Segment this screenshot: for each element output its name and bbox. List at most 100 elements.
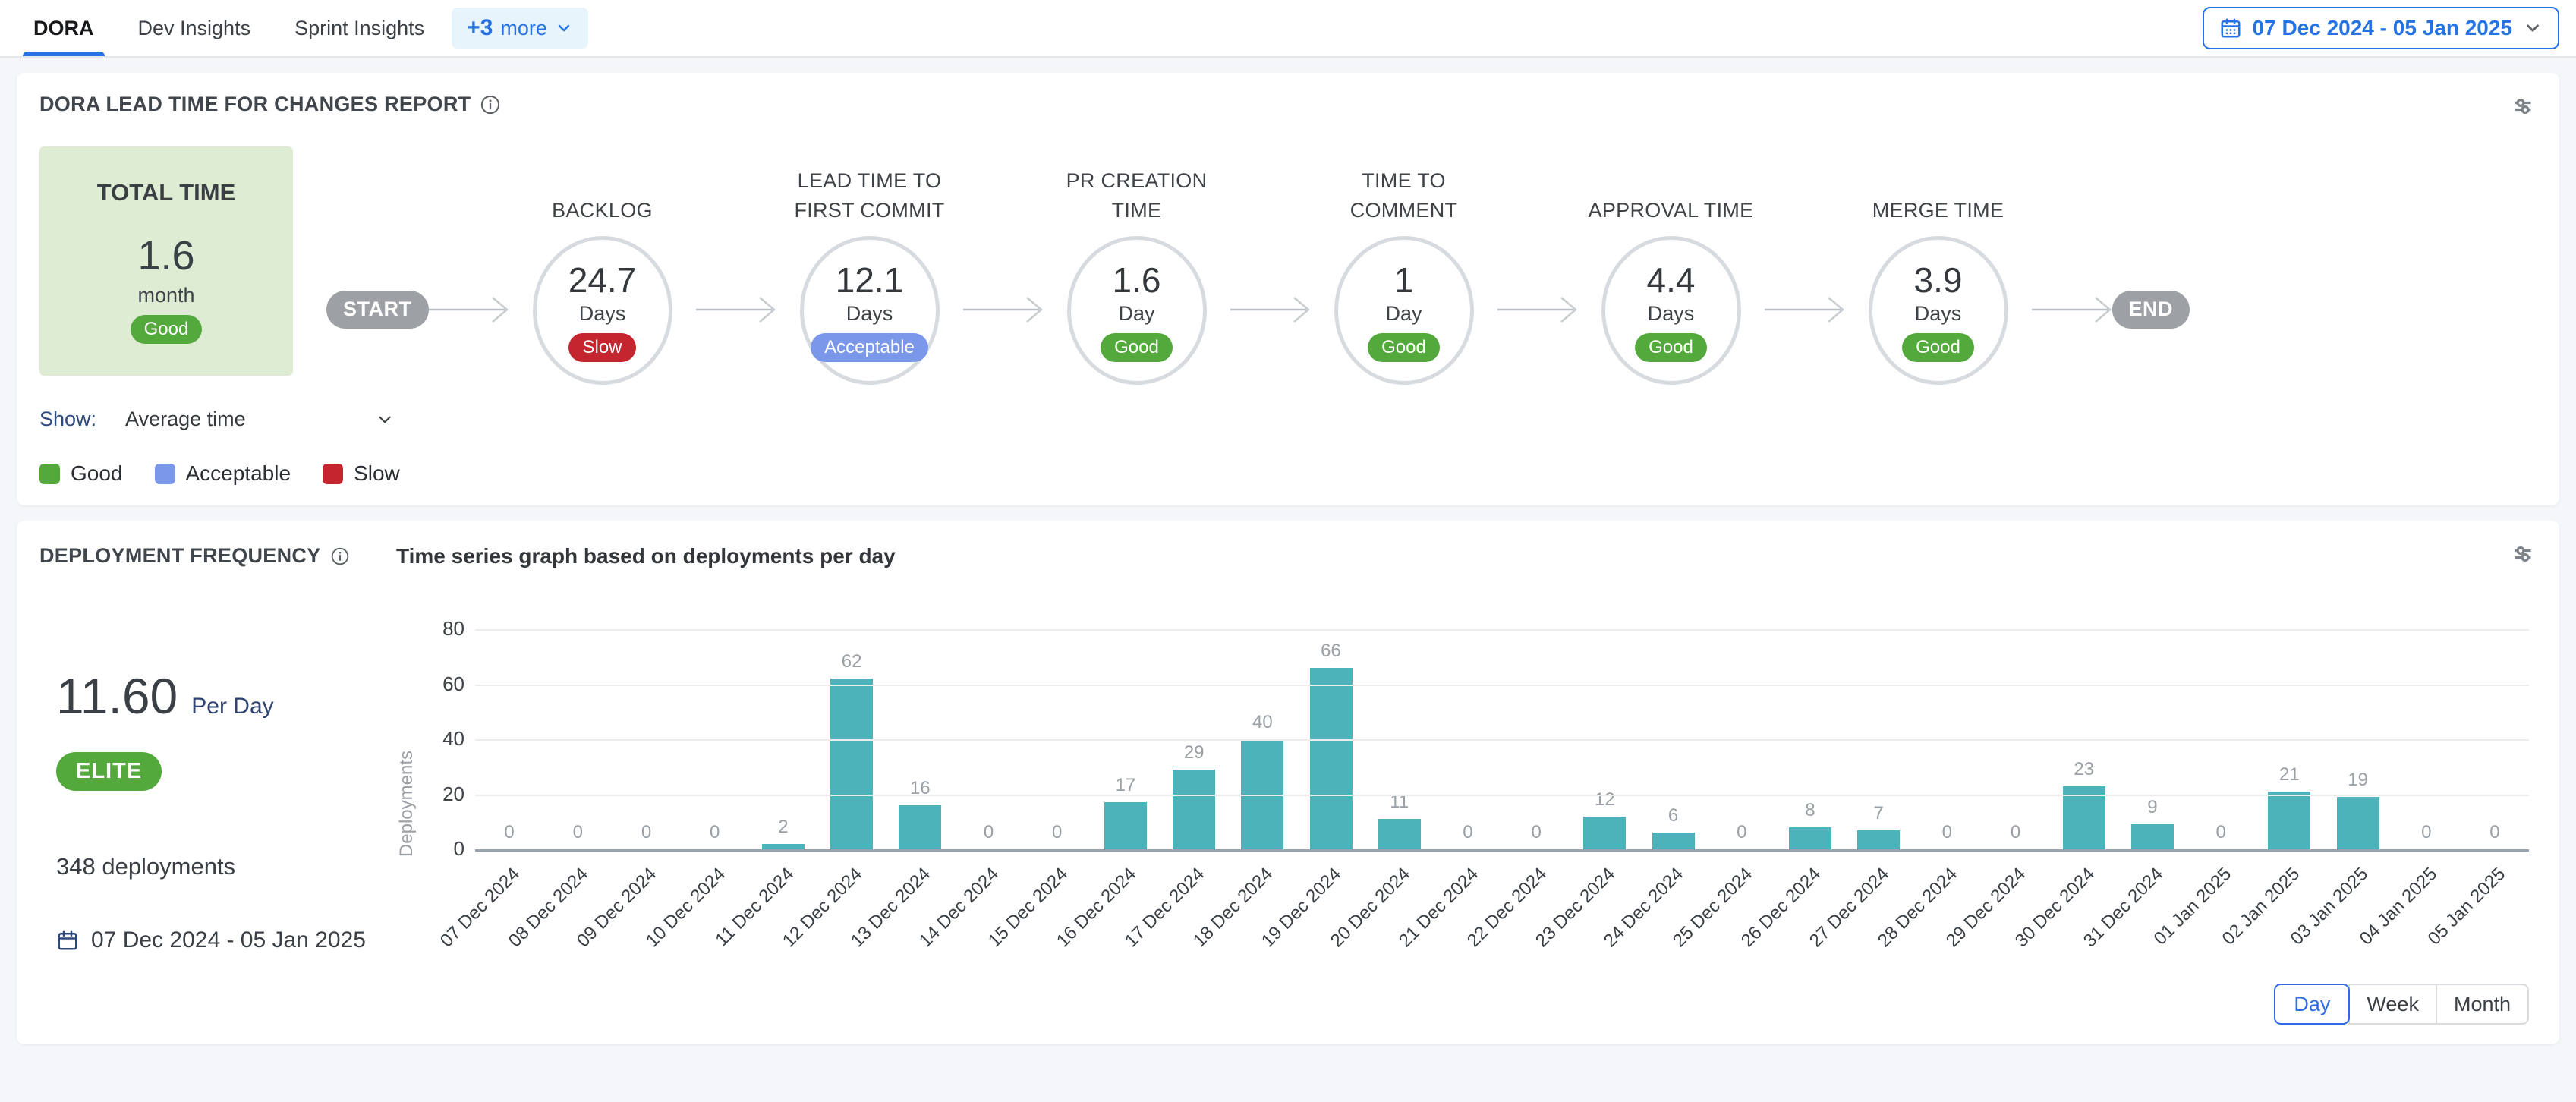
show-selected-value: Average time	[125, 408, 246, 430]
bar[interactable]	[761, 843, 805, 849]
tab-dev-insights[interactable]: Dev Insights	[121, 0, 268, 56]
bar-value-label: 0	[2010, 822, 2021, 842]
bar[interactable]	[1583, 816, 1627, 849]
deployment-rate: 11.60 Per Day	[56, 667, 396, 725]
chart-bar-column[interactable]: 0	[2461, 591, 2529, 849]
show-metric-select[interactable]: Average time	[125, 408, 395, 431]
chevron-down-icon	[558, 24, 570, 32]
bar-value-label: 6	[1667, 805, 1679, 826]
chart-bar-column[interactable]: 0	[543, 591, 612, 849]
stage-status-badge: Acceptable	[811, 332, 928, 362]
bar[interactable]	[1173, 769, 1216, 849]
stage-merge-time: MERGE TIME 3.9 Days Good	[1845, 146, 2032, 385]
legend-swatch-acceptable	[154, 463, 175, 484]
chart-bar-column[interactable]: 62	[817, 591, 886, 849]
bar[interactable]	[1378, 819, 1421, 849]
sliders-icon	[2515, 546, 2531, 562]
deployment-settings-button[interactable]	[2509, 540, 2537, 571]
stage-value: 3.9	[1913, 260, 1963, 300]
gridline	[475, 684, 2529, 686]
chart-bar-column[interactable]: 23	[2050, 591, 2118, 849]
bar-value-label: 7	[1873, 802, 1884, 823]
granularity-week-button[interactable]: Week	[2348, 984, 2437, 1025]
chart-bar-column[interactable]: 0	[1981, 591, 2049, 849]
lead-time-settings-button[interactable]	[2509, 93, 2537, 124]
chart-bar-column[interactable]: 66	[1296, 591, 1365, 849]
bar[interactable]	[899, 805, 942, 849]
top-navigation-bar: DORA Dev Insights Sprint Insights +3 mor…	[0, 0, 2576, 58]
chart-bar-column[interactable]: 17	[1091, 591, 1160, 849]
chevron-down-icon	[2527, 24, 2539, 32]
bar[interactable]	[2336, 797, 2379, 849]
granularity-day-button[interactable]: Day	[2274, 984, 2351, 1025]
stats-date-range: 07 Dec 2024 - 05 Jan 2025	[56, 927, 396, 953]
chart-bar-column[interactable]: 0	[1434, 591, 1502, 849]
chart-bar-column[interactable]: 6	[1639, 591, 1707, 849]
gridline	[475, 739, 2529, 741]
chart-bar-column[interactable]: 0	[1708, 591, 1776, 849]
flow-arrow	[1497, 293, 1578, 330]
chart-bar-column[interactable]: 0	[1913, 591, 1981, 849]
chart-bar-column[interactable]: 0	[681, 591, 749, 849]
bar[interactable]	[1309, 667, 1353, 849]
chart-bar-column[interactable]: 0	[1502, 591, 1570, 849]
stage-name: TIME TO COMMENT	[1349, 168, 1458, 222]
stage-name: APPROVAL TIME	[1588, 198, 1754, 222]
stage-value: 4.4	[1646, 260, 1696, 300]
info-icon[interactable]	[330, 546, 350, 566]
bar[interactable]	[1104, 802, 1147, 849]
more-tabs-dropdown[interactable]: +3 more	[452, 8, 588, 49]
stage-unit: Days	[846, 301, 893, 325]
stats-date-range-label: 07 Dec 2024 - 05 Jan 2025	[91, 927, 366, 952]
chart-bar-column[interactable]: 16	[886, 591, 954, 849]
bar[interactable]	[1788, 827, 1831, 849]
bar-value-label: 0	[572, 822, 583, 842]
bar[interactable]	[2062, 786, 2105, 849]
stage-lead-time-to-first-commit: LEAD TIME TO FIRST COMMIT 12.1 Days Accepta…	[776, 146, 963, 385]
gridline	[475, 794, 2529, 796]
chart-bar-column[interactable]: 9	[2118, 591, 2187, 849]
chart-bar-column[interactable]: 12	[1570, 591, 1639, 849]
bar[interactable]	[2268, 791, 2311, 849]
date-range-picker[interactable]: 07 Dec 2024 - 05 Jan 2025	[2202, 7, 2559, 49]
chart-bar-column[interactable]: 0	[475, 591, 543, 849]
stage-name: MERGE TIME	[1872, 198, 2004, 222]
stage-name: LEAD TIME TO FIRST COMMIT	[794, 168, 945, 222]
total-time-status-badge: Good	[130, 314, 203, 344]
chart-bar-column[interactable]: 8	[1776, 591, 1844, 849]
chart-bar-column[interactable]: 2	[749, 591, 817, 849]
stage-status-badge: Good	[1635, 332, 1707, 362]
chart-bar-column[interactable]: 7	[1844, 591, 1913, 849]
bar[interactable]	[1652, 833, 1695, 849]
chart-bar-column[interactable]: 21	[2255, 591, 2323, 849]
gridline	[475, 629, 2529, 631]
bar-value-label: 0	[1463, 822, 1473, 842]
bar[interactable]	[1857, 830, 1901, 849]
tab-dora[interactable]: DORA	[17, 0, 111, 56]
chart-bar-column[interactable]: 19	[2323, 591, 2392, 849]
chart-bar-column[interactable]: 0	[2187, 591, 2255, 849]
flow-stages: BACKLOG 24.7 Days Slow LEAD TIME TO FIRST CO…	[428, 146, 2112, 385]
granularity-month-button[interactable]: Month	[2435, 984, 2529, 1025]
flow-arrow	[1230, 293, 1311, 330]
y-tick: 60	[442, 672, 464, 695]
bar[interactable]	[2130, 824, 2174, 849]
chart-bar-column[interactable]: 0	[612, 591, 680, 849]
chart-bar-column[interactable]: 0	[1023, 591, 1091, 849]
chart-bar-column[interactable]: 0	[954, 591, 1022, 849]
bar[interactable]	[830, 679, 874, 849]
deployment-rate-unit: Per Day	[191, 694, 274, 719]
tab-sprint-insights-label: Sprint Insights	[294, 16, 425, 39]
chart-bar-column[interactable]: 29	[1160, 591, 1228, 849]
flow-arrow	[695, 293, 776, 330]
y-tick: 20	[442, 782, 464, 805]
bar-value-label: 16	[909, 778, 931, 798]
bar-value-label: 0	[504, 822, 515, 842]
lead-time-for-changes-card: DORA LEAD TIME FOR CHANGES REPORT TOTAL …	[17, 73, 2559, 505]
bar-value-label: 17	[1115, 775, 1136, 796]
bar-value-label: 0	[1941, 822, 1953, 842]
tab-sprint-insights[interactable]: Sprint Insights	[278, 0, 441, 56]
chart-bar-column[interactable]: 0	[2392, 591, 2461, 849]
info-icon[interactable]	[480, 94, 501, 115]
stage-unit: Days	[578, 301, 626, 325]
